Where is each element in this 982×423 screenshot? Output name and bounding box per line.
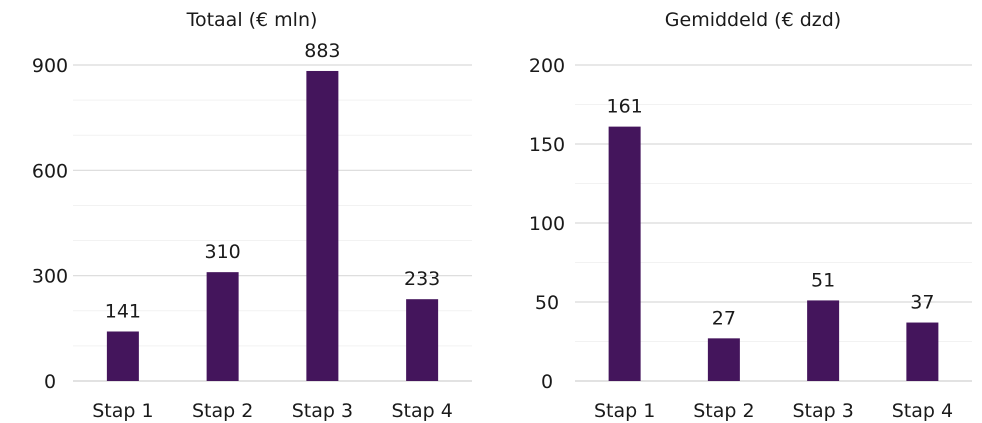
data-label: 141 — [105, 300, 141, 322]
data-label: 233 — [404, 268, 440, 290]
x-tick-label: Stap 2 — [693, 400, 754, 422]
x-tick-label: Stap 3 — [792, 400, 853, 422]
x-tick-label: Stap 4 — [391, 400, 452, 422]
bar-stap-3 — [306, 70, 339, 382]
y-tick-label: 150 — [529, 134, 565, 156]
data-label: 161 — [606, 96, 642, 118]
x-tick-label: Stap 1 — [92, 400, 153, 422]
bar-stap-4 — [406, 299, 439, 381]
chart-totaal: Totaal (€ mln) 0 300 600 900 141 Stap 1 310 Stap… — [32, 9, 472, 422]
data-label: 51 — [811, 269, 835, 291]
data-label: 37 — [910, 292, 934, 314]
x-tick-label: Stap 1 — [594, 400, 655, 422]
chart-title: Gemiddeld (€ dzd) — [665, 9, 841, 31]
bar-stap-3 — [807, 300, 840, 381]
chart-title: Totaal (€ mln) — [186, 9, 318, 31]
x-tick-label: Stap 3 — [292, 400, 353, 422]
y-tick-label: 0 — [541, 371, 553, 393]
data-label: 883 — [304, 40, 340, 62]
bar-stap-2 — [206, 272, 239, 381]
y-tick-label: 0 — [44, 371, 56, 393]
data-label: 310 — [204, 241, 240, 263]
data-label: 27 — [712, 307, 736, 329]
bar-stap-1 — [608, 126, 641, 382]
y-tick-label: 50 — [535, 292, 559, 314]
x-tick-label: Stap 2 — [192, 400, 253, 422]
bar-stap-2 — [707, 338, 740, 381]
bar-stap-1 — [106, 331, 139, 381]
bar-stap-4 — [906, 322, 939, 381]
y-tick-label: 900 — [32, 55, 68, 77]
y-tick-label: 600 — [32, 160, 68, 182]
chart-gemiddeld: Gemiddeld (€ dzd) 0 50 100 150 200 161 Stap 1 27… — [529, 9, 972, 422]
y-tick-label: 300 — [32, 266, 68, 288]
y-tick-label: 200 — [529, 55, 565, 77]
y-tick-label: 100 — [529, 213, 565, 235]
x-tick-label: Stap 4 — [892, 400, 953, 422]
